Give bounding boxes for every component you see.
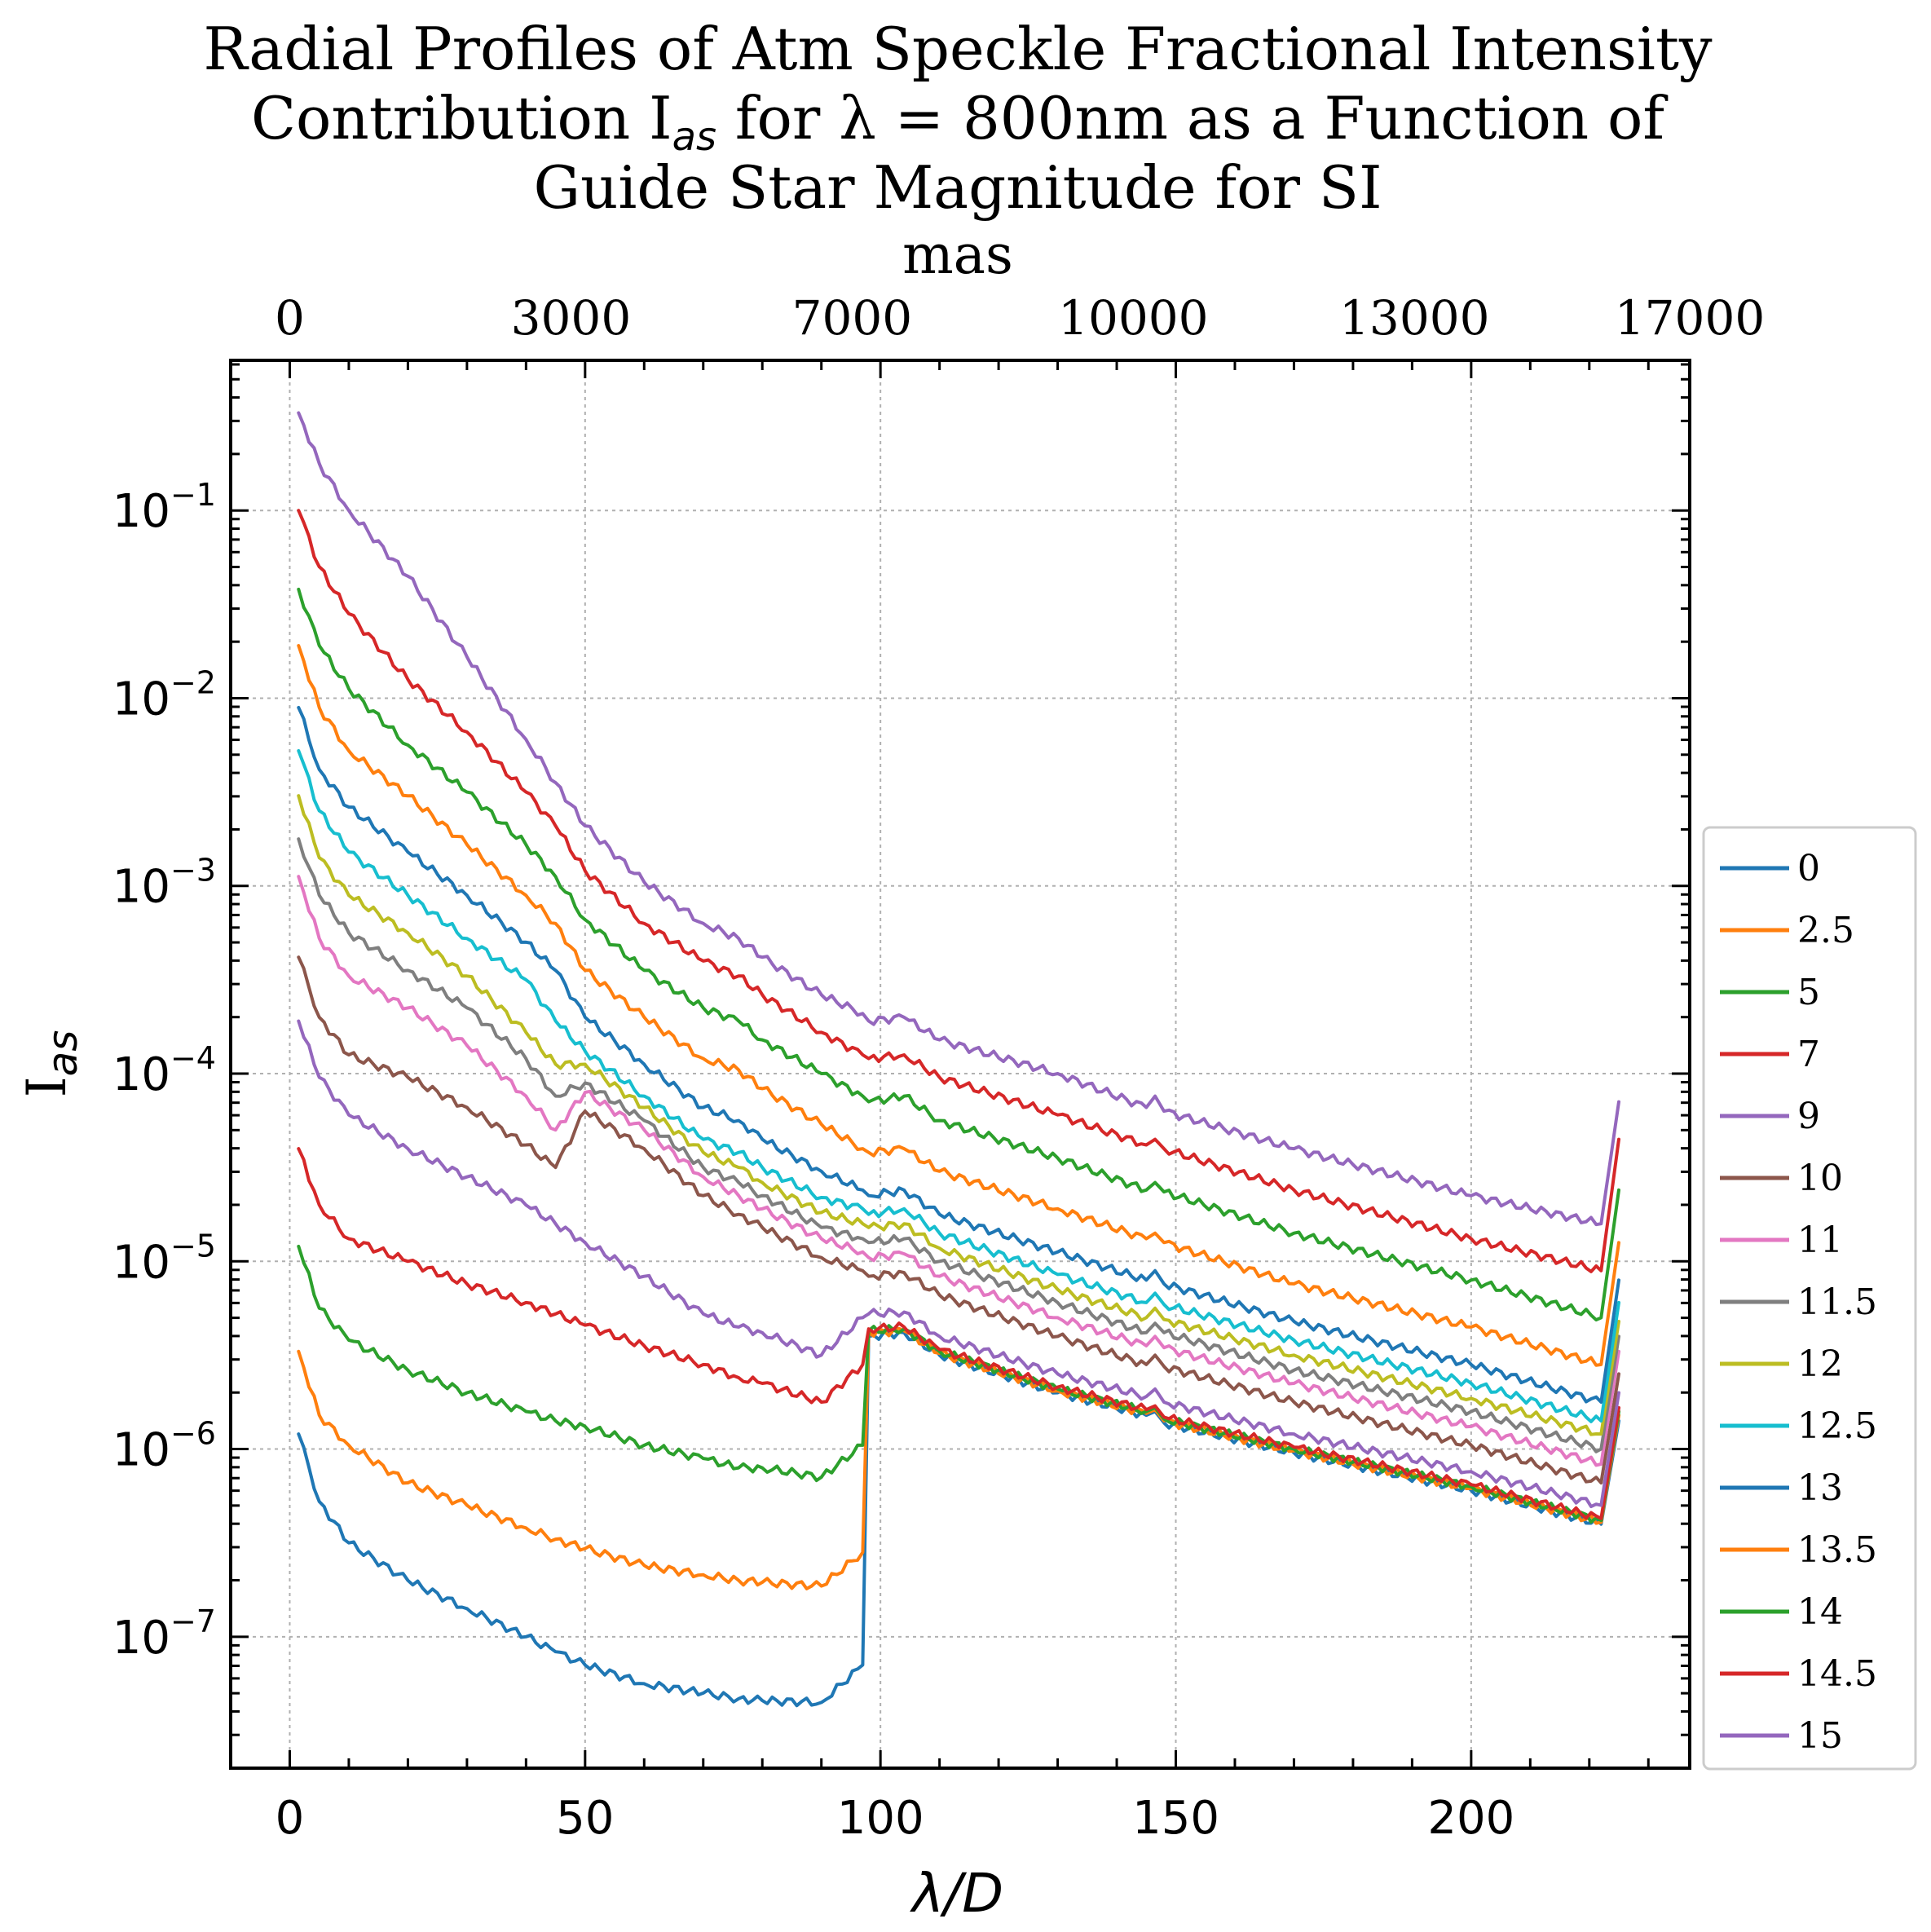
grid-lines: [231, 360, 1690, 1768]
top-x-tick-label: 3000: [511, 290, 632, 346]
series-line-10: [297, 955, 1620, 1484]
legend-box: [1702, 826, 1917, 1771]
legend-label-12.5: 12.5: [1797, 1405, 1877, 1447]
title-line-2-part-a: Contribution I: [251, 84, 672, 152]
y-tick-label: 10−1: [112, 477, 216, 538]
legend-label-15: 15: [1797, 1715, 1843, 1757]
legend-label-14: 14: [1797, 1591, 1843, 1633]
series-line-0: [297, 1330, 1620, 1708]
legend-label-13: 13: [1797, 1467, 1843, 1509]
series-line-14.5: [297, 509, 1620, 1273]
legend-label-11.5: 11.5: [1797, 1281, 1877, 1323]
series-line-9: [297, 1019, 1620, 1509]
legend-label-5: 5: [1797, 972, 1820, 1013]
series-line-12.5: [297, 749, 1620, 1423]
top-x-axis-label: mas: [902, 223, 1013, 286]
top-x-tick-label: 10000: [1058, 290, 1209, 346]
y-axis-label: Ias: [15, 1030, 86, 1098]
legend-label-0: 0: [1797, 848, 1820, 889]
y-tick-label: 10−7: [112, 1603, 216, 1665]
top-x-tick-label: 13000: [1339, 290, 1490, 346]
top-x-tick-label: 7000: [792, 290, 913, 346]
x-tick-label: 0: [276, 1792, 305, 1845]
x-tick-label: 200: [1427, 1792, 1514, 1845]
x-tick-label: 50: [556, 1792, 614, 1845]
y-tick-label: 10−4: [112, 1040, 216, 1101]
legend-label-2.5: 2.5: [1797, 910, 1854, 951]
plot-frame: [229, 359, 1691, 1770]
y-tick-label: 10−3: [112, 853, 216, 914]
series-line-11: [297, 875, 1620, 1467]
legend-label-9: 9: [1797, 1096, 1820, 1137]
top-x-tick-label: 0: [275, 290, 305, 346]
legend-label-12: 12: [1797, 1343, 1843, 1385]
series-line-14: [297, 587, 1620, 1322]
series-line-11.5: [297, 837, 1620, 1453]
y-axis-label-sub: as: [39, 1030, 86, 1077]
y-tick-label: 10−2: [112, 664, 216, 726]
title-line-3: Guide Star Magnitude for SI: [533, 153, 1382, 222]
title-line-2: Contribution Ias for λ = 800nm as a Func…: [251, 84, 1668, 160]
y-axis-label-main: I: [15, 1076, 78, 1097]
legend-label-10: 10: [1797, 1158, 1843, 1199]
series-line-15: [297, 411, 1620, 1227]
x-tick-label: 150: [1132, 1792, 1219, 1845]
legend-label-7: 7: [1797, 1034, 1820, 1075]
x-tick-label: 100: [837, 1792, 924, 1845]
series-line-13.5: [297, 644, 1620, 1367]
title-subscript: as: [672, 114, 716, 160]
series-line-7: [297, 1147, 1620, 1520]
top-x-tick-label: 17000: [1615, 290, 1766, 346]
legend: 0 2.5 5 7 9 10 11 11.5 12 12.5 13 13.5 14 14.5 15: [1702, 826, 1917, 1771]
legend-label-11: 11: [1797, 1220, 1843, 1261]
series-line-5: [297, 1244, 1620, 1524]
series-lines: [297, 411, 1620, 1708]
x-axis-label: λ/D: [910, 1862, 1003, 1925]
title-line-1: Radial Profiles of Atm Speckle Fractiona…: [203, 15, 1712, 83]
y-tick-label: 10−5: [112, 1228, 216, 1289]
title-line-2-part-b: for λ = 800nm as a Function of: [716, 84, 1668, 152]
legend-label-13.5: 13.5: [1797, 1529, 1877, 1571]
series-line-12: [297, 794, 1620, 1436]
series-line-13: [297, 706, 1620, 1404]
legend-label-14.5: 14.5: [1797, 1653, 1877, 1695]
legend-items: 0 2.5 5 7 9 10 11 11.5 12 12.5 13 13.5 14 14.5 15: [1720, 848, 1877, 1757]
y-tick-label: 10−6: [112, 1416, 216, 1477]
chart-title: Radial Profiles of Atm Speckle Fractiona…: [203, 15, 1712, 222]
